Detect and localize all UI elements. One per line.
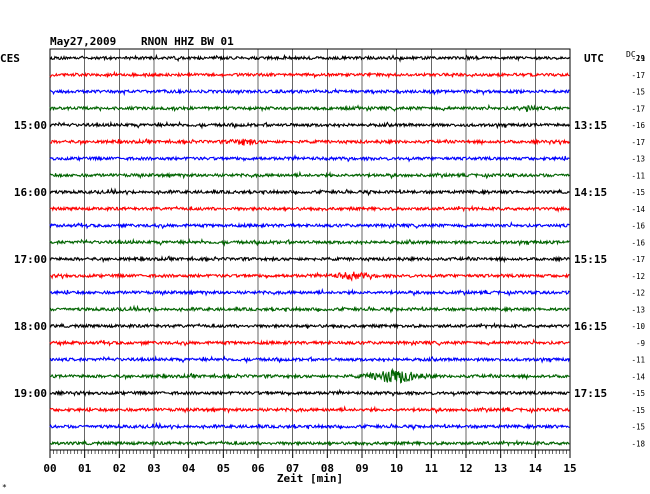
trace-group xyxy=(49,53,570,447)
x-tick-label: 10 xyxy=(390,462,403,475)
x-tick-label: 03 xyxy=(147,462,160,475)
left-time-label: 15:00 xyxy=(14,119,47,132)
trace-row-7 xyxy=(49,170,570,180)
right-time-label: 15:15 xyxy=(574,253,607,266)
trace-row-11 xyxy=(49,237,570,247)
trace-row-21 xyxy=(49,405,570,415)
offset-label: -13 xyxy=(631,155,645,164)
left-time-label: 16:00 xyxy=(14,186,47,199)
trace-row-18 xyxy=(49,355,570,365)
right-time-label: 14:15 xyxy=(574,186,607,199)
offset-label: -17 xyxy=(631,138,645,147)
offset-label: -14 xyxy=(631,205,645,214)
trace-row-23 xyxy=(49,439,570,447)
offset-label: -16 xyxy=(631,222,645,231)
right-time-label: 13:15 xyxy=(574,119,607,132)
offset-label: -16 xyxy=(631,238,645,247)
trace-row-4 xyxy=(49,120,570,130)
x-tick-label: 02 xyxy=(113,462,126,475)
trace-row-3 xyxy=(49,103,570,113)
x-tick-label: 04 xyxy=(182,462,196,475)
offset-label: -15 xyxy=(631,88,645,97)
offset-label: -13 xyxy=(631,305,645,314)
offset-label: -17 xyxy=(631,104,645,113)
offset-label: -9 xyxy=(636,339,645,348)
corner-mark: * xyxy=(2,483,7,492)
offset-label: -18 xyxy=(631,439,645,448)
offset-label: -12 xyxy=(631,272,645,281)
offset-label: -15 xyxy=(631,423,645,432)
station-label: RNON HHZ BW 01 xyxy=(141,35,234,48)
time-label-group: 15:00 16:00 17:00 18:00 19:00 13:15 14:15 15:15… xyxy=(14,119,607,400)
trace-row-10 xyxy=(49,221,570,230)
x-tick-label: 08 xyxy=(321,462,334,475)
offset-label: -17 xyxy=(631,255,645,264)
offset-label: -14 xyxy=(631,372,645,381)
right-time-label: 16:15 xyxy=(574,320,607,333)
trace-row-17 xyxy=(49,338,570,347)
x-tick-label: 11 xyxy=(425,462,439,475)
trace-row-13 xyxy=(49,271,570,282)
right-timezone-label: UTC xyxy=(584,52,604,65)
x-tick-label: 13 xyxy=(494,462,507,475)
trace-row-8 xyxy=(49,187,570,197)
offset-label: -11 xyxy=(631,356,645,365)
x-tick-label: 07 xyxy=(286,462,299,475)
offset-label: -15 xyxy=(631,389,645,398)
left-time-label: 19:00 xyxy=(14,387,47,400)
offset-header-label: DC21 xyxy=(626,50,645,63)
trace-row-5 xyxy=(49,137,570,147)
offset-label: -11 xyxy=(631,171,645,180)
x-tick-label: 14 xyxy=(529,462,543,475)
date-label: May27,2009 xyxy=(50,35,116,48)
left-time-label: 18:00 xyxy=(14,320,47,333)
x-tick-label: 12 xyxy=(459,462,472,475)
x-axis-label: Zeit [min] xyxy=(277,472,343,485)
trace-row-22 xyxy=(49,421,570,431)
trace-row-19 xyxy=(49,367,570,384)
offset-label: -10 xyxy=(631,322,645,331)
offset-label: -16 xyxy=(631,121,645,130)
trace-row-16 xyxy=(49,322,570,330)
offset-label: -19 xyxy=(631,54,645,63)
x-tick-label: 06 xyxy=(251,462,265,475)
left-time-label: 17:00 xyxy=(14,253,47,266)
trace-row-20 xyxy=(49,388,570,398)
x-axis: 00 01 02 03 04 05 06 07 08 09 10 11 12 13 14 15 xyxy=(43,450,577,475)
offset-label: -17 xyxy=(631,71,645,80)
left-timezone-label: CES xyxy=(0,52,20,65)
x-tick-label: 05 xyxy=(217,462,230,475)
trace-row-0 xyxy=(49,53,570,63)
trace-row-12 xyxy=(49,255,570,264)
x-tick-label: 09 xyxy=(355,462,368,475)
x-tick-label: 01 xyxy=(78,462,92,475)
trace-row-15 xyxy=(49,304,570,314)
grid-lines xyxy=(84,49,536,450)
trace-row-9 xyxy=(49,204,570,213)
right-time-label: 17:15 xyxy=(574,387,607,400)
trace-row-1 xyxy=(49,70,570,79)
offset-label: -15 xyxy=(631,406,645,415)
x-tick-label: 00 xyxy=(43,462,56,475)
trace-row-2 xyxy=(49,87,570,97)
offset-label-group: -19 -17 -15 -17 -16 -17 -13 -11 -15 -14 -16 -16 -17 -… xyxy=(631,54,645,448)
trace-row-14 xyxy=(49,287,570,297)
offset-label: -15 xyxy=(631,188,645,197)
trace-row-6 xyxy=(49,154,570,163)
x-tick-label: 15 xyxy=(563,462,576,475)
offset-label: -12 xyxy=(631,289,645,298)
